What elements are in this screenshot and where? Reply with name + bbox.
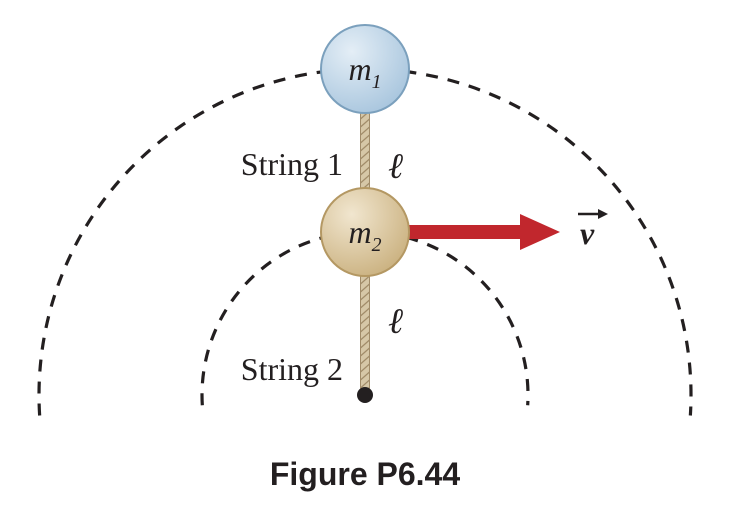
ell-label-1: ℓ — [388, 146, 403, 186]
figure-caption: Figure P6.44 — [270, 456, 461, 492]
string-2-label: String 2 — [241, 351, 343, 387]
string-2 — [361, 276, 370, 388]
svg-text:v: v — [580, 215, 595, 251]
string-1-label: String 1 — [241, 146, 343, 182]
pivot-point — [357, 387, 373, 403]
velocity-label: v — [578, 209, 608, 251]
ell-label-2: ℓ — [388, 301, 403, 341]
